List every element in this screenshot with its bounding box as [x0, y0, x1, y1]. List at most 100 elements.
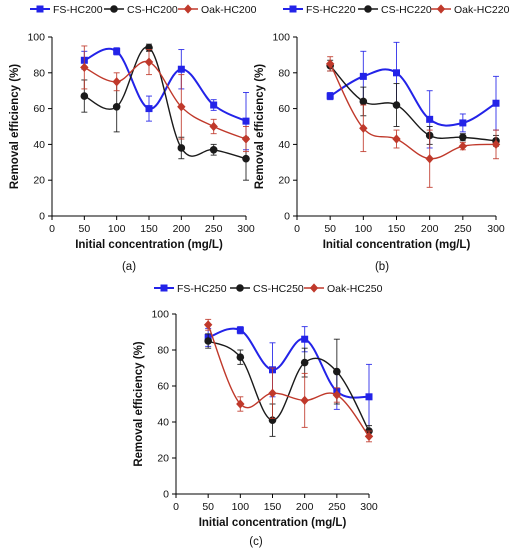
data-point — [392, 134, 401, 144]
data-point — [236, 353, 245, 362]
y-tick-label: 20 — [278, 175, 290, 187]
data-point — [392, 101, 401, 109]
data-point — [425, 154, 434, 164]
chart-panel-2: 0 20 40 60 80 100 0 50 100 150 200 250 300 Initial co… — [254, 4, 510, 273]
data-point — [333, 367, 341, 376]
x-tick-label: 0 — [294, 223, 300, 235]
data-point — [242, 117, 250, 125]
y-tick-label: 100 — [27, 32, 45, 44]
series-line — [207, 327, 370, 399]
legend-label: Oak-HC220 — [454, 4, 510, 16]
data-point — [177, 65, 185, 73]
y-tick-label: 80 — [278, 67, 290, 79]
legend-swatch-marker — [160, 284, 168, 292]
legend-label: FS-HC250 — [177, 283, 227, 295]
y-tick-label: 40 — [33, 139, 45, 151]
x-tick-label: 100 — [355, 223, 373, 235]
legend-item: FS-HC220 — [283, 4, 356, 16]
series-Oak-HC220 — [325, 56, 501, 188]
legend-item: FS-HC250 — [154, 283, 227, 295]
data-point — [359, 72, 367, 80]
data-point — [426, 115, 434, 123]
data-point — [300, 395, 309, 405]
y-axis-title: Removal efficiency (%) — [133, 341, 145, 466]
y-axis-title: Removal efficiency (%) — [9, 64, 21, 189]
y-tick-label: 60 — [157, 381, 169, 393]
y-tick-label: 100 — [272, 32, 290, 44]
series-line — [329, 65, 497, 142]
x-tick-label: 0 — [49, 223, 55, 235]
data-point — [209, 121, 218, 132]
data-point — [177, 144, 186, 152]
data-point — [204, 337, 212, 345]
panel-label: (a) — [122, 261, 136, 273]
y-tick-label: 60 — [278, 103, 290, 115]
data-point — [144, 57, 154, 67]
panel-label: (b) — [375, 261, 389, 273]
x-axis-title: Initial concentration (mg/L) — [323, 239, 471, 251]
x-tick-label: 0 — [173, 501, 179, 513]
data-point — [236, 399, 245, 409]
legend-label: CS-HC250 — [253, 283, 304, 295]
y-tick-label: 100 — [151, 309, 169, 321]
series-FS-HC200 — [80, 47, 250, 151]
data-point — [326, 92, 334, 100]
x-axis-title: Initial concentration (mg/L) — [199, 517, 347, 529]
x-tick-label: 300 — [487, 223, 505, 235]
y-tick-label: 0 — [284, 211, 290, 223]
data-point — [459, 133, 467, 142]
y-tick-label: 40 — [278, 139, 290, 151]
data-point — [459, 119, 467, 127]
x-tick-label: 300 — [237, 223, 255, 235]
series-line — [207, 324, 370, 437]
legend-item: CS-HC220 — [358, 4, 432, 16]
legend-item: CS-HC200 — [104, 4, 178, 16]
x-tick-label: 100 — [232, 501, 250, 513]
x-tick-label: 300 — [360, 501, 378, 513]
x-tick-label: 150 — [264, 501, 282, 513]
y-tick-label: 80 — [157, 345, 169, 357]
legend-label: FS-HC200 — [53, 4, 103, 16]
legend-label: Oak-HC200 — [201, 4, 257, 16]
series-CS-HC220 — [326, 59, 500, 147]
legend-item: FS-HC200 — [30, 4, 103, 16]
x-tick-label: 200 — [421, 223, 439, 235]
x-tick-label: 50 — [78, 223, 90, 235]
data-point — [113, 47, 121, 55]
chart-panel-3: 0 20 40 60 80 100 0 50 100 150 200 250 300 Initial co… — [133, 283, 383, 548]
series-line — [329, 63, 497, 160]
series-line — [83, 47, 247, 123]
data-point — [210, 101, 218, 109]
x-tick-label: 50 — [324, 223, 336, 235]
series-Oak-HC250 — [203, 318, 374, 443]
legend-swatch-marker — [183, 4, 193, 14]
data-point — [458, 141, 468, 151]
x-tick-label: 250 — [205, 223, 223, 235]
legend-item: Oak-HC220 — [431, 4, 510, 16]
y-tick-label: 60 — [33, 103, 45, 115]
legend-item: CS-HC250 — [230, 283, 304, 295]
data-point — [365, 393, 373, 401]
legend-swatch-marker — [236, 284, 244, 292]
legend-label: Oak-HC250 — [327, 283, 383, 295]
panel-label: (c) — [249, 536, 263, 548]
legend-label: FS-HC220 — [306, 4, 356, 16]
x-tick-label: 100 — [108, 223, 126, 235]
y-tick-label: 0 — [163, 489, 169, 501]
chart-panel-1: 0 20 40 60 80 100 0 50 100 150 200 250 300 Initial co… — [9, 4, 257, 273]
x-tick-label: 250 — [328, 501, 346, 513]
x-tick-label: 150 — [140, 223, 158, 235]
legend-item: Oak-HC200 — [178, 4, 257, 16]
y-tick-label: 20 — [157, 453, 169, 465]
legend-swatch-marker — [309, 283, 319, 293]
x-tick-label: 250 — [454, 223, 472, 235]
data-point — [393, 69, 400, 77]
data-point — [325, 59, 335, 69]
data-point — [301, 335, 309, 343]
x-tick-label: 200 — [173, 223, 191, 235]
data-point — [80, 92, 89, 100]
data-point — [112, 77, 121, 87]
legend-swatch-marker — [436, 4, 446, 14]
legend-item: Oak-HC250 — [304, 283, 383, 295]
